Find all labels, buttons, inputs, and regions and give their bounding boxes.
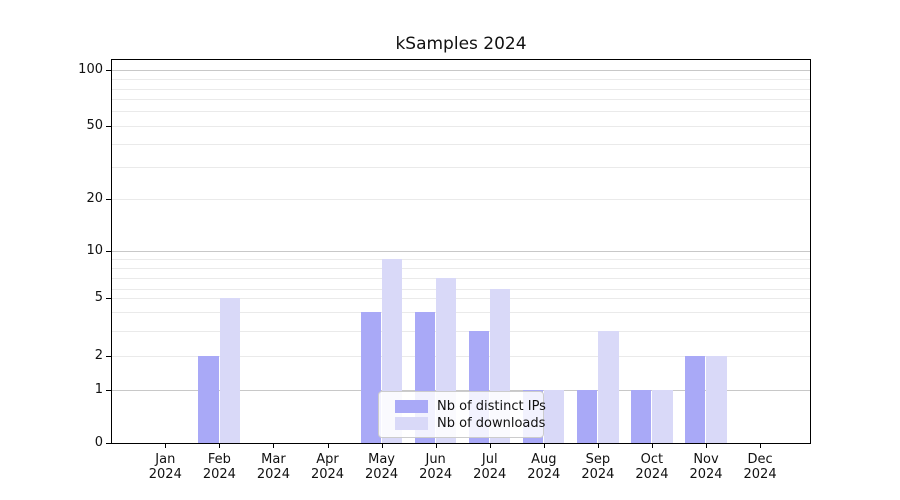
bar-distinct-ips xyxy=(360,312,381,443)
plot-area xyxy=(111,59,811,444)
y-tick-mark xyxy=(106,126,111,127)
x-tick-label: Feb 2024 xyxy=(187,452,251,482)
x-tick-mark xyxy=(219,444,221,448)
x-tick-mark xyxy=(435,444,437,448)
y-tick-mark xyxy=(106,443,111,444)
legend: Nb of distinct IPs Nb of downloads xyxy=(378,391,546,438)
x-tick-mark xyxy=(165,444,167,448)
y-tick-label: 20 xyxy=(86,191,103,206)
x-tick-mark xyxy=(597,444,599,448)
gridline-minor xyxy=(112,288,810,290)
bar-distinct-ips xyxy=(685,356,706,443)
x-tick-year: 2024 xyxy=(202,467,236,482)
y-tick-label: 50 xyxy=(86,118,103,133)
gridline-minor xyxy=(112,268,810,269)
bar-downloads xyxy=(652,389,673,443)
x-tick-mark xyxy=(327,444,329,448)
gridline-minor xyxy=(112,298,810,300)
x-tick-label: May 2024 xyxy=(350,452,414,482)
bar-distinct-ips xyxy=(630,389,652,443)
bar-downloads xyxy=(598,330,619,443)
x-tick-year: 2024 xyxy=(581,467,615,482)
x-tick-label: Mar 2024 xyxy=(241,452,305,482)
x-tick-label: Dec 2024 xyxy=(728,452,792,482)
x-tick-label: Apr 2024 xyxy=(296,452,360,482)
gridline-minor xyxy=(112,356,810,357)
x-tick-label: Jan 2024 xyxy=(133,452,197,482)
y-tick-label: 5 xyxy=(94,290,103,306)
gridline-minor xyxy=(112,330,810,332)
bar-downloads xyxy=(219,298,241,443)
gridline-major xyxy=(112,70,810,72)
chart-title: kSamples 2024 xyxy=(395,34,527,54)
gridline-minor xyxy=(112,143,810,145)
x-tick-label: Jul 2024 xyxy=(458,452,522,482)
x-tick-year: 2024 xyxy=(365,467,399,482)
x-tick-mark xyxy=(760,444,762,448)
x-tick-mark xyxy=(273,444,275,448)
bar-downloads xyxy=(706,356,727,443)
y-tick-label: 100 xyxy=(78,62,103,78)
gridline-minor xyxy=(112,258,810,260)
x-tick-year: 2024 xyxy=(148,467,182,482)
x-tick-year: 2024 xyxy=(635,467,669,482)
gridline-minor xyxy=(112,312,810,314)
gridline-minor xyxy=(112,88,810,90)
x-tick-year: 2024 xyxy=(527,467,561,482)
x-tick-year: 2024 xyxy=(743,467,777,482)
x-tick-label: Aug 2024 xyxy=(512,452,576,482)
legend-label-distinct-ips: Nb of distinct IPs xyxy=(437,398,546,414)
gridline-major xyxy=(112,389,810,391)
x-tick-year: 2024 xyxy=(473,467,507,482)
gridline-minor xyxy=(112,126,810,127)
x-tick-label: Sep 2024 xyxy=(566,452,630,482)
x-tick-year: 2024 xyxy=(310,467,345,482)
gridline-major xyxy=(112,250,810,252)
y-tick-mark xyxy=(106,356,111,357)
x-tick-mark xyxy=(543,444,545,448)
bar-distinct-ips xyxy=(576,389,598,443)
y-tick-label: 1 xyxy=(94,381,103,397)
gridline-minor xyxy=(112,199,810,200)
y-tick-mark xyxy=(106,250,111,252)
legend-item-distinct-ips: Nb of distinct IPs xyxy=(395,399,546,414)
legend-swatch-distinct-ips xyxy=(395,399,428,413)
x-tick-mark xyxy=(706,444,707,448)
x-tick-label: Oct 2024 xyxy=(620,452,684,482)
y-tick-label: 2 xyxy=(94,348,103,363)
bar-downloads xyxy=(544,389,565,443)
x-tick-year: 2024 xyxy=(689,467,723,482)
legend-item-downloads: Nb of downloads xyxy=(395,416,545,431)
x-tick-mark xyxy=(381,444,383,448)
gridline-minor xyxy=(112,99,810,101)
y-tick-mark xyxy=(106,199,111,200)
x-tick-mark xyxy=(651,444,653,448)
y-tick-mark xyxy=(106,70,111,72)
x-tick-label: Jun 2024 xyxy=(404,452,468,482)
x-tick-label: Nov 2024 xyxy=(674,452,738,482)
legend-swatch-downloads xyxy=(395,416,428,430)
x-tick-year: 2024 xyxy=(256,467,290,482)
y-tick-mark xyxy=(106,389,111,391)
x-tick-year: 2024 xyxy=(419,467,453,482)
gridline-minor xyxy=(112,111,810,113)
gridline-minor xyxy=(112,277,810,279)
y-tick-label: 10 xyxy=(86,242,103,258)
bar-distinct-ips xyxy=(198,356,219,443)
gridline-minor xyxy=(112,166,810,168)
legend-label-downloads: Nb of downloads xyxy=(437,415,546,431)
x-tick-mark xyxy=(489,444,491,448)
y-tick-mark xyxy=(106,298,111,300)
gridline-minor xyxy=(112,79,810,81)
y-tick-label: 0 xyxy=(94,435,103,450)
